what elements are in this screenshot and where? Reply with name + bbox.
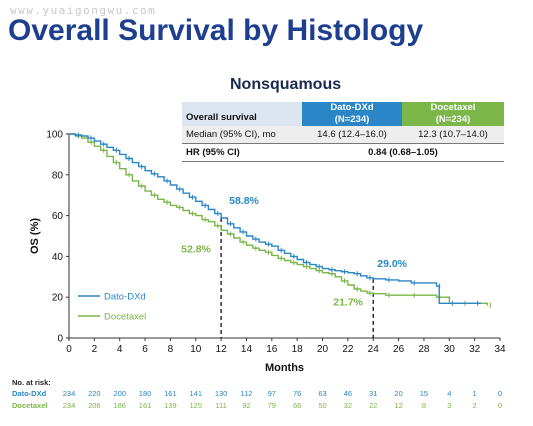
x-tick-label: 4 [117,344,123,355]
x-tick-label: 20 [317,344,329,355]
x-tick-label: 34 [494,344,506,355]
risk-count: 12 [394,401,403,410]
risk-count: 92 [242,401,251,410]
series-dato-dxd-curve [69,133,481,304]
x-tick-label: 12 [216,344,228,355]
hr-value: 0.84 (0.68–1.05) [302,143,504,162]
annotation-label: 21.7% [333,297,363,309]
risk-count: 15 [419,389,429,398]
page-title: Overall Survival by Histology [8,14,424,47]
risk-count: 97 [267,389,276,398]
table-row-label: Overall survival [182,102,302,126]
risk-count: 234 [62,389,76,398]
annotation-label: 52.8% [181,243,211,255]
annotation-label: 29.0% [377,258,407,270]
table-header-row: Overall survival Dato-DXd (N=234) Docetax… [182,102,504,126]
table-row-median: Median (95% CI), mo 14.6 (12.4–16.0) 12.… [182,126,504,144]
x-tick-label: 24 [368,344,380,355]
x-tick-label: 16 [266,344,278,355]
y-tick-label: 60 [52,211,64,222]
x-tick-label: 8 [168,344,174,355]
x-tick-label: 18 [292,344,304,355]
table-row-hr: HR (95% CI) 0.84 (0.68–1.05) [182,143,504,162]
risk-count: 0 [497,389,503,398]
y-tick-label: 20 [52,293,64,304]
risk-count: 66 [293,401,302,410]
risk-row-label: Dato-DXd [12,389,47,398]
x-tick-label: 0 [66,344,72,355]
arm1-n: (N=234) [334,114,370,125]
risk-count: 234 [62,401,76,410]
risk-count: 0 [497,401,503,410]
hr-label: HR (95% CI) [182,143,302,162]
risk-count: 8 [421,401,427,410]
arm2-n: (N=234) [435,114,471,125]
x-tick-label: 32 [469,344,481,355]
x-axis-label: Months [265,362,304,374]
risk-count: 180 [138,389,152,398]
x-tick-label: 6 [142,344,148,355]
risk-count: 46 [343,389,353,398]
risk-count: 1 [472,389,477,398]
survival-summary-table: Overall survival Dato-DXd (N=234) Docetax… [182,102,504,162]
risk-count: 50 [318,401,327,410]
risk-count: 161 [138,401,152,410]
risk-count: 111 [215,401,227,410]
chart-subtitle: Nonsquamous [230,76,342,93]
x-tick-label: 28 [418,344,430,355]
risk-count: 141 [189,389,202,398]
y-tick-label: 0 [57,334,63,345]
legend-label: Docetaxel [104,312,146,323]
risk-row-label: Docetaxel [12,401,48,410]
arm2-name: Docetaxel [430,102,476,113]
y-tick-label: 100 [46,130,63,141]
risk-count: 76 [293,389,302,398]
median-label: Median (95% CI), mo [182,126,302,144]
risk-count: 31 [369,389,378,398]
x-tick-label: 22 [342,344,354,355]
risk-count: 130 [214,389,228,398]
risk-count: 112 [240,389,253,398]
x-tick-label: 14 [241,344,253,355]
risk-count: 186 [113,401,126,410]
arm2-median: 12.3 (10.7–14.0) [402,126,504,144]
x-tick-label: 30 [444,344,456,355]
risk-count: 125 [189,401,202,410]
risk-count: 4 [447,389,452,398]
risk-count: 32 [343,401,353,410]
risk-count: 200 [113,389,126,398]
risk-count: 79 [267,401,276,410]
y-axis-label: OS (%) [29,218,41,254]
x-tick-label: 26 [393,344,405,355]
watermark: www.yuaigongwu.com [10,4,157,17]
legend-label: Dato-DXd [104,292,146,303]
risk-count: 161 [164,389,177,398]
risk-count: 22 [369,401,378,410]
risk-count: 2 [472,401,477,410]
risk-count: 20 [394,389,403,398]
risk-count: 3 [447,401,452,410]
arm1-name: Dato-DXd [330,102,374,113]
y-tick-label: 40 [52,252,64,263]
arm1-median: 14.6 (12.4–16.0) [302,126,402,144]
arm1-header: Dato-DXd (N=234) [302,102,402,126]
annotation-label: 58.8% [229,195,259,207]
arm2-header: Docetaxel (N=234) [402,102,504,126]
risk-count: 206 [88,401,101,410]
risk-table-title: No. at risk: [12,378,51,387]
risk-count: 63 [318,389,327,398]
x-tick-label: 10 [190,344,202,355]
x-tick-label: 2 [92,344,98,355]
risk-count: 139 [164,401,177,410]
risk-count: 220 [88,389,101,398]
y-tick-label: 80 [52,170,64,181]
